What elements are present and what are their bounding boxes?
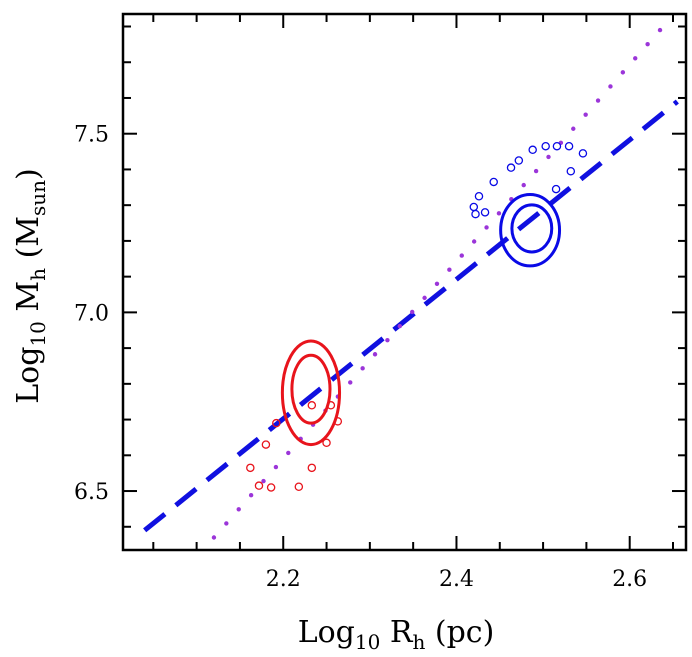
red-data-point xyxy=(246,463,255,473)
axes xyxy=(121,12,688,552)
red-data-point xyxy=(272,418,281,428)
dotted-fit-point xyxy=(211,535,217,540)
red-data-point xyxy=(307,401,317,410)
dotted-fit-point xyxy=(533,168,539,174)
red-data-point xyxy=(266,483,276,492)
blue-data-point xyxy=(471,209,480,219)
dotted-fit-point xyxy=(608,84,613,89)
blue-data-point xyxy=(566,166,576,176)
y-tick-label: 7.5 xyxy=(74,123,109,148)
dotted-fit-point xyxy=(397,323,403,329)
blue-data-point xyxy=(506,163,516,172)
dotted-fit-point xyxy=(422,295,427,301)
y-tick-label: 6.5 xyxy=(74,480,109,505)
dotted-fit-point xyxy=(459,253,464,258)
tick-labels: 2.2 2.4 2.6 6.5 7.0 7.5 xyxy=(74,123,647,592)
dotted-fit-point xyxy=(236,507,241,512)
dotted-fit-point xyxy=(372,352,378,357)
dotted-fit-point xyxy=(633,56,638,61)
blue-data-point xyxy=(480,208,490,217)
dotted-fit-point xyxy=(447,267,452,272)
x-tick-label: 2.6 xyxy=(612,567,647,592)
dotted-fit-point xyxy=(248,493,254,498)
dotted-fit-point xyxy=(521,182,526,188)
red-contour-level-2 xyxy=(290,353,332,425)
blue-data-point xyxy=(541,141,550,151)
dotted-fit-point xyxy=(595,98,601,103)
blue-contour-level-2 xyxy=(510,203,554,254)
x-tick-label: 2.2 xyxy=(266,567,301,592)
blue-contour-level-1 xyxy=(499,192,562,268)
red-data-point xyxy=(333,417,343,426)
dotted-fit-point xyxy=(434,281,440,286)
dotted-fit-point xyxy=(546,154,551,160)
y-tick-label: 7.0 xyxy=(74,301,109,326)
plot-marks xyxy=(143,27,679,540)
dotted-fit-point xyxy=(261,478,266,484)
blue-data-point xyxy=(528,145,537,155)
dotted-fit-point xyxy=(571,126,576,131)
y-axis-title: Log10 Mh (Msun) xyxy=(11,168,50,404)
red-data-point xyxy=(294,482,304,492)
red-contour-level-1 xyxy=(280,339,342,447)
dotted-fit-point xyxy=(273,464,279,470)
blue-data-point xyxy=(474,191,484,201)
red-data-point xyxy=(254,481,264,490)
dotted-fit-point xyxy=(360,366,365,371)
red-data-point xyxy=(307,463,317,473)
dotted-fit-point xyxy=(583,112,588,117)
red-data-point xyxy=(322,438,331,448)
dotted-fit-point xyxy=(471,239,477,244)
dotted-fit-point xyxy=(484,225,489,230)
dotted-fit-point xyxy=(409,309,415,315)
dotted-fit-point xyxy=(496,211,502,216)
dotted-fit-point xyxy=(620,70,626,75)
blue-data-point xyxy=(489,177,498,187)
dotted-fit-point xyxy=(286,450,291,456)
dotted-fit-point xyxy=(224,521,229,526)
dotted-fit-point xyxy=(645,41,650,47)
blue-data-point xyxy=(564,141,574,151)
dotted-fit-point xyxy=(657,27,663,33)
red-data-point xyxy=(326,401,336,410)
blue-data-point xyxy=(469,202,479,212)
blue-data-point xyxy=(578,149,588,158)
dashed-fit-line xyxy=(143,99,679,533)
red-data-point xyxy=(261,440,271,449)
dotted-fit-point xyxy=(385,337,390,343)
blue-data-point xyxy=(551,184,561,194)
x-axis-title: Log10 Rh (pc) xyxy=(298,615,495,654)
blue-data-point xyxy=(552,141,562,151)
dotted-fit-point xyxy=(348,380,353,385)
blue-data-point xyxy=(514,156,524,165)
plot-frame xyxy=(121,12,688,552)
x-tick-label: 2.4 xyxy=(439,567,474,592)
